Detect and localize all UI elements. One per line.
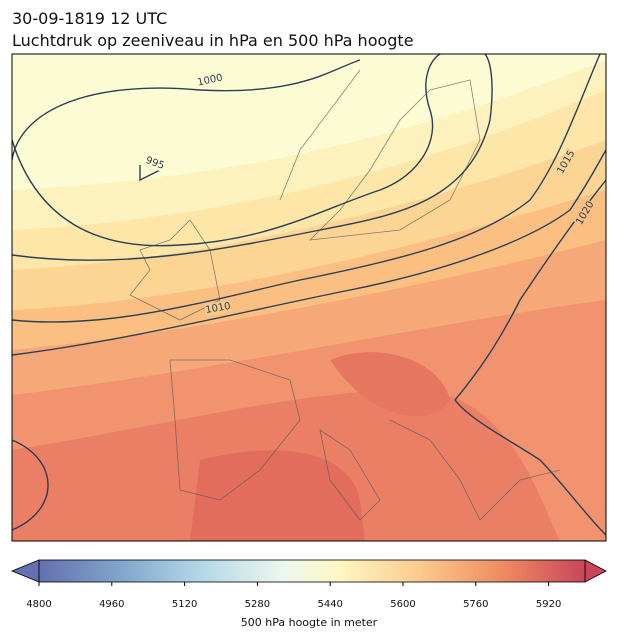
colorbar-tick-label: 4960 <box>99 599 124 610</box>
colorbar-tick-label: 5600 <box>390 599 415 610</box>
colorbar-tick-label: 4800 <box>26 599 51 610</box>
colorbar-tick-label: 5280 <box>245 599 270 610</box>
colorbar <box>10 559 607 583</box>
colorbar-tick-label: 5120 <box>172 599 197 610</box>
isobar-label: 1000 <box>197 72 224 88</box>
title-description: Luchtdruk op zeeniveau in hPa en 500 hPa… <box>12 31 414 50</box>
colorbar-tick-label: 5440 <box>317 599 342 610</box>
colorbar-tick-label: 5920 <box>536 599 561 610</box>
colorbar-ticks: 4800 4960 5120 5280 5440 5600 5760 5920 <box>26 582 561 610</box>
colorbar-tick-label: 5760 <box>463 599 488 610</box>
isobar-label: 1010 <box>205 301 232 316</box>
colorbar-label: 500 hPa hoogte in meter <box>241 616 378 629</box>
map <box>12 54 606 541</box>
isobar-labels: 1000 995 1010 1015 1020 <box>143 71 597 317</box>
title-date: 30-09-1819 12 UTC <box>12 9 167 28</box>
